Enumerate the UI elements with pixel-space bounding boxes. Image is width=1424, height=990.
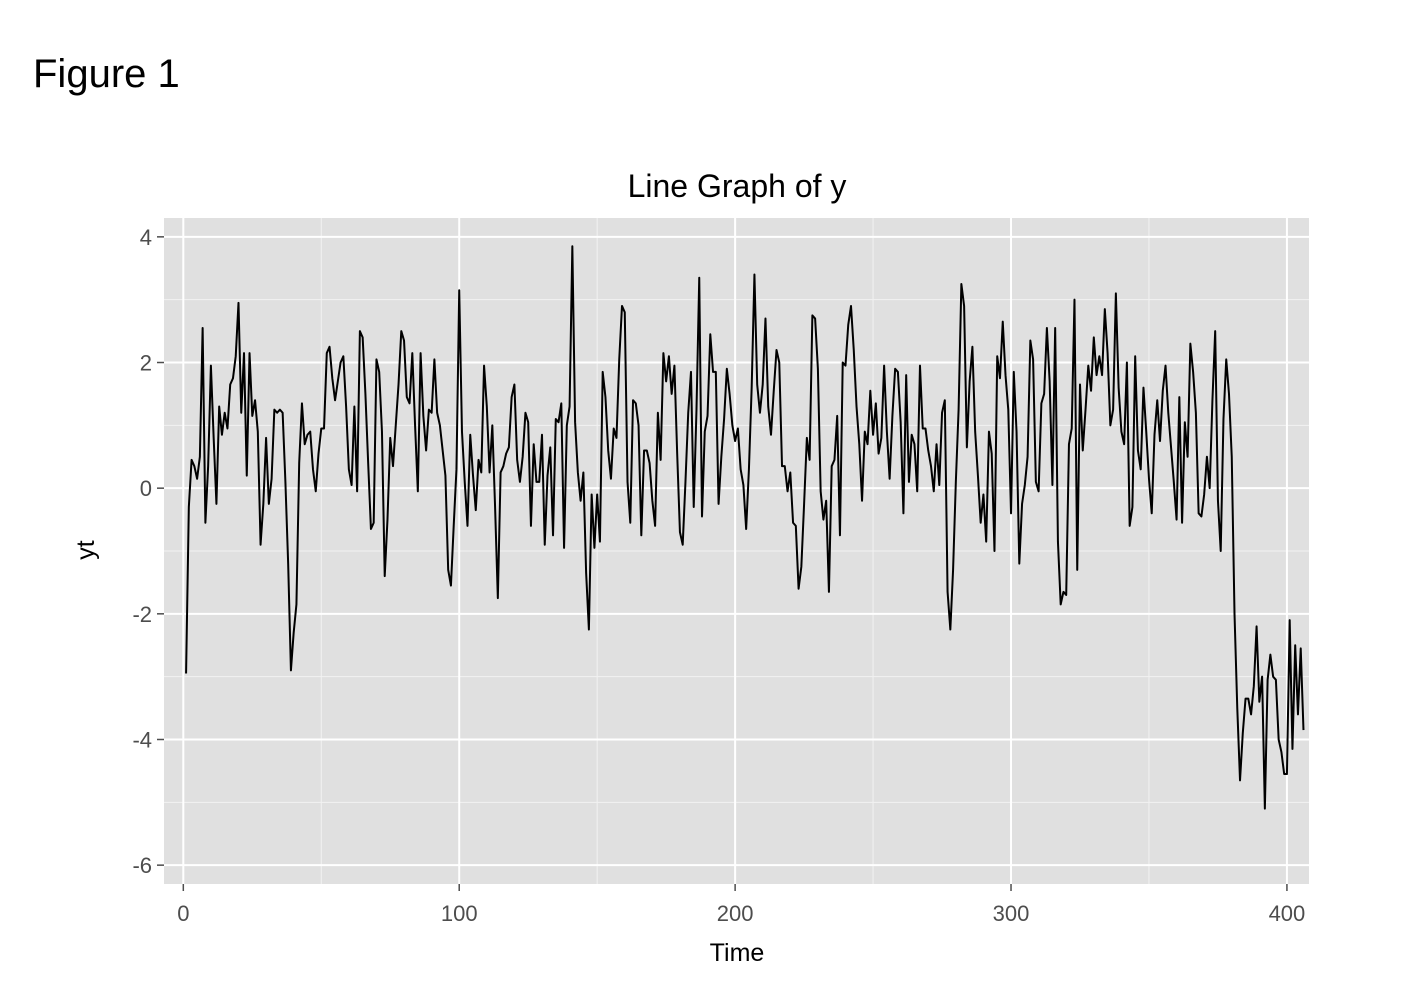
y-tick-label: 0 xyxy=(140,476,152,501)
x-tick-label: 200 xyxy=(717,901,754,926)
y-axis-title: yt xyxy=(72,540,100,560)
x-tick-label: 0 xyxy=(177,901,189,926)
x-axis-title: Time xyxy=(710,939,765,967)
x-tick-label: 300 xyxy=(993,901,1030,926)
y-tick-label: 2 xyxy=(140,351,152,376)
x-tick-label: 400 xyxy=(1269,901,1306,926)
y-tick-label: -4 xyxy=(132,727,152,752)
x-tick-label: 100 xyxy=(441,901,478,926)
chart-title: Line Graph of y xyxy=(628,168,847,204)
y-tick-label: 4 xyxy=(140,225,152,250)
series-line xyxy=(185,245,1305,810)
tick-labels: 0 100 200 300 400 -6 -4 -2 0 2 4 xyxy=(132,225,1305,926)
figure-label: Figure 1 xyxy=(33,52,180,96)
y-tick-label: -6 xyxy=(132,853,152,878)
axis-ticks xyxy=(157,236,1288,891)
y-tick-label: -2 xyxy=(132,602,152,627)
